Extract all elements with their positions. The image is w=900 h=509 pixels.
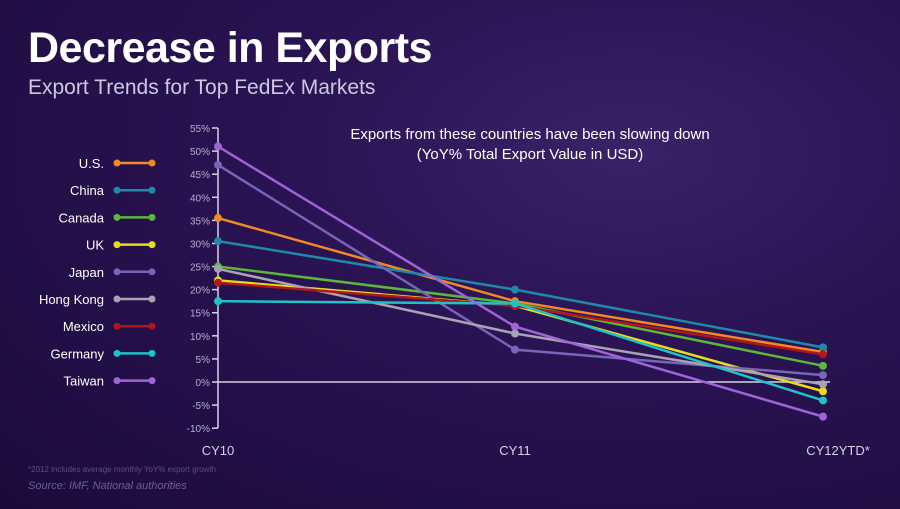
data-point — [819, 396, 827, 405]
data-point — [511, 322, 519, 331]
y-tick-label: -5% — [192, 401, 210, 412]
y-tick-label: 20% — [190, 286, 210, 297]
data-point — [214, 160, 222, 169]
data-point — [214, 237, 222, 246]
x-tick-label: CY12YTD* — [806, 443, 870, 458]
data-point — [511, 345, 519, 354]
legend-marker — [113, 268, 121, 276]
y-tick-label: 15% — [190, 309, 210, 320]
y-tick-label: 0% — [196, 378, 211, 389]
y-tick-label: -10% — [187, 424, 210, 435]
legend-label: Mexico — [63, 319, 104, 334]
legend-marker — [148, 322, 156, 330]
legend-label: Taiwan — [64, 374, 104, 389]
legend-marker — [148, 241, 156, 249]
series-line-japan — [217, 163, 824, 377]
data-point — [511, 299, 519, 308]
series-line-mexico — [217, 281, 824, 356]
y-tick-label: 50% — [190, 147, 210, 158]
x-tick-label: CY10 — [202, 443, 235, 458]
y-tick-label: 55% — [190, 124, 210, 135]
data-point — [214, 297, 222, 306]
data-point — [511, 329, 519, 338]
y-tick-label: 35% — [190, 216, 210, 227]
data-point — [511, 285, 519, 294]
legend-marker — [113, 349, 121, 357]
series-line-china — [217, 239, 824, 349]
data-point — [819, 343, 827, 352]
legend-marker — [148, 268, 156, 276]
y-tick-label: 45% — [190, 170, 210, 181]
data-point — [819, 361, 827, 370]
legend-label: Germany — [51, 346, 105, 361]
legend-marker — [113, 295, 121, 303]
legend-marker — [113, 159, 121, 167]
legend-label: U.S. — [79, 156, 104, 171]
legend-label: Japan — [69, 265, 104, 280]
data-point — [819, 380, 827, 389]
legend-label: UK — [86, 238, 104, 253]
legend-marker — [113, 377, 121, 385]
chart-title: Exports from these countries have been s… — [350, 126, 710, 143]
series-line-u-s- — [217, 216, 824, 354]
chart-subtitle: (YoY% Total Export Value in USD) — [416, 146, 644, 163]
legend-marker — [113, 322, 121, 330]
data-point — [214, 214, 222, 223]
data-point — [214, 142, 222, 151]
legend-marker — [113, 186, 121, 194]
data-point — [214, 264, 222, 273]
source: Source: IMF, National authorities — [28, 480, 187, 492]
page-title: Decrease in Exports — [28, 24, 432, 72]
data-point — [819, 350, 827, 359]
legend-marker — [148, 159, 156, 167]
y-tick-label: 30% — [190, 239, 210, 250]
legend-marker — [148, 349, 156, 357]
page-subtitle: Export Trends for Top FedEx Markets — [28, 76, 376, 99]
y-tick-label: 40% — [190, 193, 210, 204]
x-tick-label: CY11 — [499, 443, 531, 458]
y-tick-label: 10% — [190, 332, 210, 343]
y-tick-label: 25% — [190, 263, 210, 274]
legend-label: Canada — [58, 210, 104, 225]
legend-marker — [148, 295, 156, 303]
series-line-taiwan — [217, 145, 824, 418]
data-point — [819, 371, 827, 380]
legend-marker — [148, 377, 156, 385]
legend-marker — [148, 213, 156, 221]
data-point — [819, 412, 827, 421]
data-point — [819, 387, 827, 396]
legend-label: China — [70, 183, 105, 198]
legend-label: Hong Kong — [39, 292, 104, 307]
legend-marker — [113, 241, 121, 249]
data-point — [214, 278, 222, 287]
footnote: *2012 includes average monthly YoY% expo… — [28, 465, 217, 474]
chart-annotation: Exports from these countries have been s… — [330, 125, 730, 165]
y-tick-label: 5% — [196, 355, 211, 366]
legend-marker — [113, 213, 121, 221]
legend-marker — [148, 186, 156, 194]
